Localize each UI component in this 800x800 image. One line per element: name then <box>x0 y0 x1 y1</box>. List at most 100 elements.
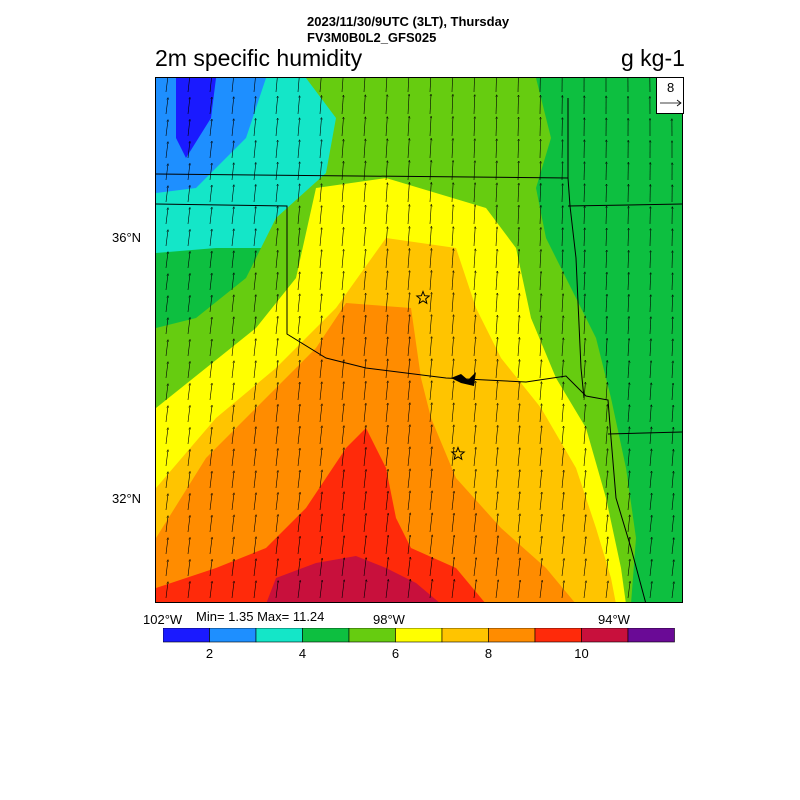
wind-vector <box>363 95 365 115</box>
wind-vector <box>583 404 586 423</box>
wind-vector <box>628 295 629 313</box>
wind-vector <box>165 450 168 467</box>
wind-vector <box>275 250 278 269</box>
wind-vector <box>319 360 322 379</box>
wind-vector <box>275 316 278 335</box>
wind-vector <box>363 78 366 93</box>
wind-vector <box>583 471 586 489</box>
wind-vector <box>231 97 234 115</box>
wind-vector <box>451 183 453 203</box>
wind-vector <box>539 360 541 379</box>
wind-vector <box>627 427 629 445</box>
wind-vector <box>319 514 322 533</box>
colorbar-swatch <box>395 628 443 643</box>
wind-vector <box>583 338 585 357</box>
wind-vector <box>518 183 519 203</box>
wind-vector <box>495 448 498 467</box>
wind-vector <box>165 318 168 335</box>
wind-vector <box>628 251 629 269</box>
wind-vector <box>606 272 607 291</box>
wind-vector <box>429 359 432 379</box>
wind-vector <box>319 250 322 269</box>
wind-vector <box>517 249 519 269</box>
wind-vector <box>495 271 497 291</box>
wind-vector <box>165 560 168 577</box>
wind-vector <box>341 448 344 467</box>
wind-vector <box>671 383 673 401</box>
wind-vector <box>297 426 300 445</box>
wind-vector <box>363 492 366 511</box>
wind-vector <box>605 537 608 555</box>
wind-vector <box>319 162 322 181</box>
wind-vector <box>385 139 387 159</box>
wind-vector <box>628 206 629 225</box>
wind-vector <box>495 381 498 401</box>
wind-vector <box>231 185 234 203</box>
wind-vector <box>451 293 454 313</box>
wind-vector <box>209 119 212 137</box>
wind-vector <box>649 427 651 445</box>
wind-vector <box>429 138 431 159</box>
colorbar-label: 10 <box>574 646 588 661</box>
wind-vector <box>451 249 453 269</box>
wind-vector <box>319 140 322 159</box>
wind-vector <box>583 559 586 577</box>
wind-vector <box>385 558 388 577</box>
wind-vector <box>385 359 388 379</box>
wind-vector <box>341 183 344 203</box>
wind-vector <box>627 449 630 467</box>
colorbar-swatch <box>581 628 629 643</box>
wind-vector <box>297 338 300 357</box>
wind-vector <box>517 382 520 401</box>
wind-vector <box>341 580 344 599</box>
wind-vector <box>363 580 366 599</box>
wind-vector <box>495 514 498 533</box>
wind-vector <box>561 581 564 599</box>
colorbar-label: 2 <box>206 646 213 661</box>
wind-vector <box>363 249 366 269</box>
wind-vector <box>341 161 344 181</box>
wind-vector <box>187 362 190 379</box>
wind-vector <box>187 472 190 489</box>
wind-vector <box>584 184 585 203</box>
humidity-map <box>155 77 683 603</box>
wind-vector <box>473 337 476 357</box>
wind-vector <box>561 360 563 379</box>
wind-vector <box>385 425 388 445</box>
wind-vector <box>407 315 410 335</box>
wind-vector <box>583 515 586 533</box>
wind-vector <box>539 536 542 555</box>
wind-vector <box>429 447 432 467</box>
wind-vector <box>496 139 497 159</box>
wind-vector <box>429 337 432 357</box>
wind-vector <box>627 515 630 533</box>
wind-vector <box>253 537 256 555</box>
wind-vector <box>187 230 190 247</box>
wind-vector <box>605 405 607 423</box>
wind-vector <box>518 227 519 247</box>
wind-vector <box>407 161 409 181</box>
wind-vector <box>319 404 322 423</box>
wind-vector <box>407 403 410 423</box>
wind-vector <box>165 582 168 599</box>
wind-vector <box>584 294 585 313</box>
wind-vector <box>407 139 409 159</box>
wind-vector <box>275 78 278 93</box>
wind-vector <box>562 250 563 269</box>
wind-vector <box>341 78 344 93</box>
wind-vector <box>628 228 629 247</box>
wind-vector <box>407 94 409 115</box>
wind-vector <box>584 250 585 269</box>
wind-vector <box>627 471 630 489</box>
wind-vector <box>495 78 497 93</box>
wind-vector <box>231 559 234 577</box>
wind-vector <box>517 316 519 335</box>
wind-vector <box>451 359 454 379</box>
wind-vector <box>385 403 388 423</box>
wind-vector <box>583 382 585 401</box>
wind-vector <box>341 338 344 357</box>
wind-vector <box>297 581 300 599</box>
wind-vector <box>672 251 673 269</box>
wind-vector <box>297 404 300 423</box>
wind-vector <box>452 139 453 159</box>
